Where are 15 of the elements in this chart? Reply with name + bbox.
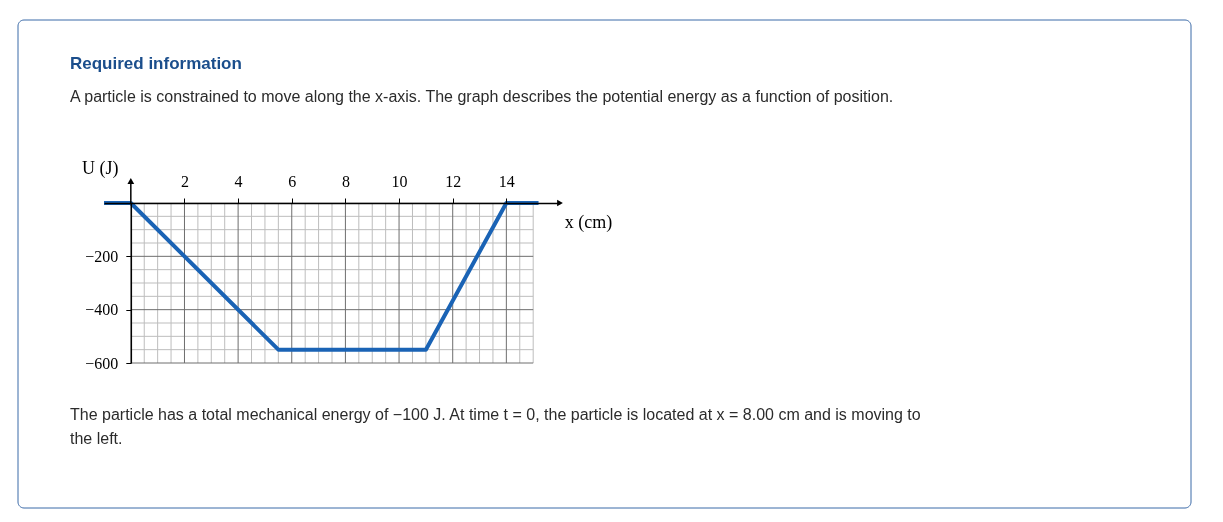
x-tick-label: 8 [341, 172, 350, 190]
y-tick-label: −400 [85, 301, 119, 319]
x-axis-title: x (cm) [564, 211, 613, 233]
x-tick-label: 10 [391, 172, 408, 190]
x-tick-label: 12 [445, 172, 462, 190]
y-axis-title: U (J) [82, 157, 119, 179]
chart-subtitle: A particle is constrained to move along the x-axis. The graph describes the potential energy as a function of position. [70, 87, 894, 105]
y-tick-label: −200 [85, 247, 119, 265]
x-tick-label: 6 [288, 172, 297, 190]
x-tick-label: 4 [234, 172, 243, 190]
x-tick-label: 14 [498, 172, 515, 190]
x-tick-label: 2 [180, 172, 189, 190]
text: The particle has a total mechanical energy of −100 J. At time t = 0, the particle is located at x = 8.00 cm and is moving to the left. [70, 406, 921, 447]
chart-title: Required information [70, 53, 242, 73]
y-tick-label: −600 [85, 354, 119, 372]
